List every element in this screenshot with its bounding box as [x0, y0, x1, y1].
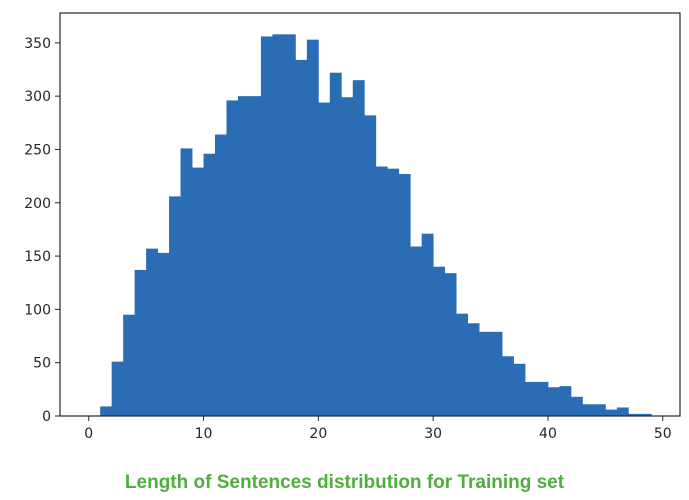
histogram-bar	[513, 363, 526, 416]
histogram-bar	[215, 134, 227, 417]
histogram-bar	[169, 196, 181, 416]
axis-ticks: 0 10 20 30 40 50 0 50 100 150 200 250 300 350	[24, 36, 671, 442]
y-tick-label: 100	[24, 302, 51, 318]
x-tick-label: 10	[195, 426, 213, 442]
histogram-bar	[502, 356, 514, 416]
histogram-bar	[180, 148, 193, 416]
histogram-bar	[582, 404, 595, 416]
histogram-bar	[490, 331, 503, 416]
histogram-bar	[525, 381, 537, 416]
histogram-bar	[203, 153, 216, 417]
histogram-bar	[306, 39, 319, 417]
histogram-bar	[192, 167, 204, 416]
histogram-bar	[536, 381, 549, 416]
histogram-bar	[237, 96, 250, 416]
histogram-bar	[559, 386, 572, 416]
y-tick-label: 0	[42, 409, 51, 425]
histogram-bar	[249, 96, 262, 416]
y-tick-label: 250	[24, 142, 51, 158]
x-tick-label: 50	[654, 426, 672, 442]
histogram-bar	[341, 97, 354, 416]
histogram-bar	[111, 361, 124, 416]
histogram-bar	[100, 406, 113, 416]
y-tick-label: 150	[24, 249, 51, 265]
y-tick-label: 50	[33, 356, 51, 372]
histogram-bar	[467, 323, 480, 416]
histogram-bar	[352, 80, 365, 417]
histogram-bar	[260, 36, 273, 417]
histogram-bar	[364, 115, 377, 416]
histogram-bar	[593, 404, 606, 416]
histogram-bar	[295, 59, 308, 416]
histogram-bar	[639, 413, 652, 416]
histogram-bar	[226, 100, 239, 417]
histogram-bar	[628, 413, 641, 416]
histogram-bar	[616, 407, 629, 416]
histogram-bar	[146, 248, 158, 416]
histogram-bar	[134, 269, 147, 416]
histogram-bar	[570, 396, 583, 416]
histogram-bar	[410, 246, 423, 416]
histogram-bar	[456, 313, 468, 416]
x-tick-label: 0	[84, 426, 93, 442]
x-tick-label: 40	[539, 426, 557, 442]
y-tick-label: 300	[24, 89, 51, 105]
histogram-bar	[123, 314, 136, 416]
figure-caption: Length of Sentences distribution for Tra…	[124, 472, 565, 493]
histogram-bar	[318, 102, 331, 416]
histogram-bar	[547, 387, 560, 416]
histogram-bar	[421, 233, 434, 416]
histogram-bar	[605, 409, 618, 416]
histogram-bar	[375, 166, 388, 416]
histogram-bar	[329, 72, 342, 416]
histogram-bar	[479, 331, 491, 416]
histogram-bar	[398, 173, 411, 416]
x-tick-label: 30	[424, 426, 442, 442]
histogram-bar	[157, 252, 170, 416]
histogram-bar	[433, 266, 446, 416]
histogram-bar	[444, 273, 457, 416]
histogram-bars	[100, 34, 652, 417]
histogram-bar	[387, 168, 400, 416]
y-tick-label: 350	[24, 36, 51, 52]
x-tick-label: 20	[309, 426, 327, 442]
y-tick-label: 200	[24, 196, 51, 212]
histogram-bar	[272, 34, 285, 416]
plot-frame	[59, 12, 681, 417]
histogram-bar	[283, 34, 296, 416]
